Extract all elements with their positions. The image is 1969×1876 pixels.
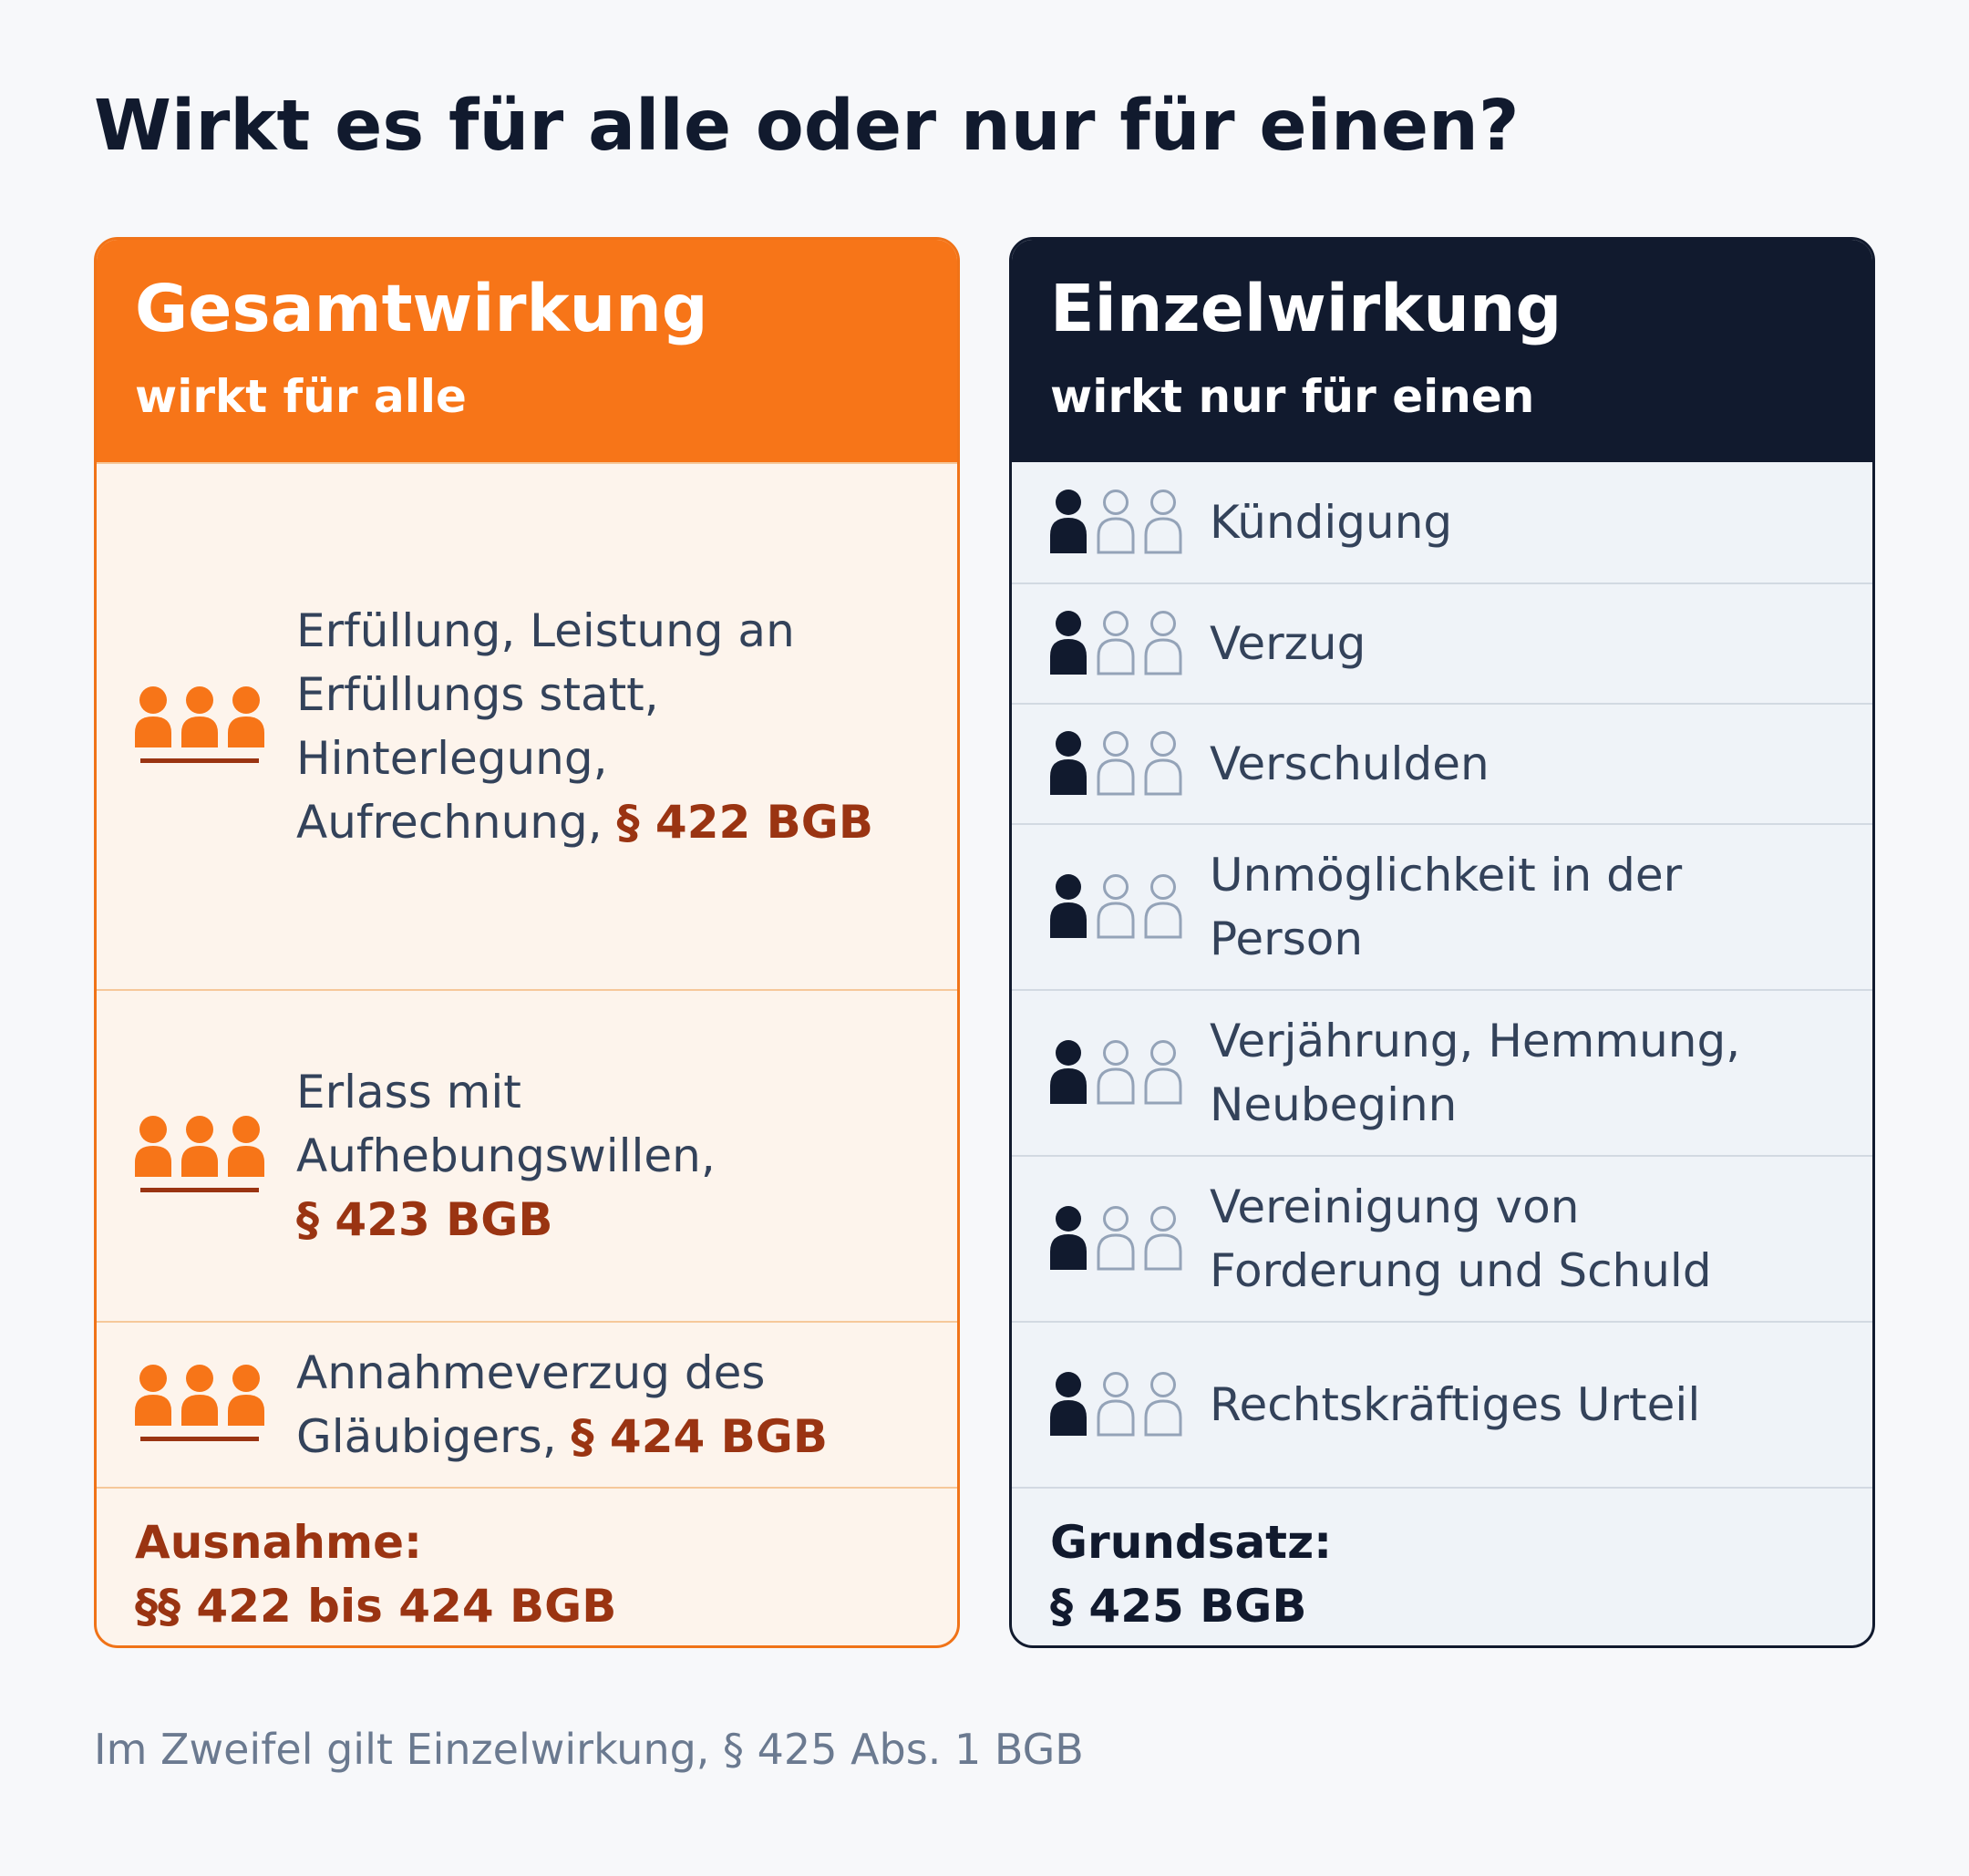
gesamt-item-423-text: Erlass mit Aufhebungswillen, § 423 BGB [296,1066,716,1246]
group-all-icon [135,1365,264,1441]
single-person-icon [1050,1372,1182,1437]
einzel-item-text: Unmöglichkeit in der Person [1210,849,1683,965]
einzelwirkung-subtitle: wirkt nur für einen [1050,370,1535,423]
einzel-item-verschulden: Verschulden [1012,703,1872,823]
footnote: Im Zweifel gilt Einzelwirkung, § 425 Abs… [94,1725,1084,1774]
single-person-icon [1050,874,1182,939]
einzel-item-verzug: Verzug [1012,582,1872,703]
einzel-item-unmoeglichkeit: Unmöglichkeit in der Person [1012,823,1872,989]
gesamt-item-422: Erfüllung, Leistung an Erfüllungs statt,… [97,462,957,989]
einzelwirkung-title: Einzelwirkung [1050,271,1562,346]
einzel-footer-label: Grundsatz: [1050,1516,1333,1569]
gesamt-footer-law: §§ 422 bis 424 BGB [135,1580,617,1633]
single-person-icon [1050,490,1182,554]
einzel-item-kuendigung: Kündigung [1012,462,1872,582]
einzel-item-text: Vereinigung von Forderung und Schuld [1210,1180,1712,1297]
gesamtwirkung-header: Gesamtwirkung wirkt für alle [97,240,957,462]
einzel-item-urteil: Rechtskräftiges Urteil [1012,1321,1872,1487]
gesamtwirkung-card: Gesamtwirkung wirkt für alle Erfüllung, … [94,237,960,1648]
gesamtwirkung-title: Gesamtwirkung [135,271,708,346]
group-all-icon [135,686,264,763]
gesamt-footer-label: Ausnahme: [135,1516,422,1569]
einzelwirkung-header: Einzelwirkung wirkt nur für einen [1012,240,1872,462]
gesamtwirkung-subtitle: wirkt für alle [135,370,467,423]
einzel-item-text: Verjährung, Hemmung, Neubeginn [1210,1015,1741,1131]
einzel-footer: Grundsatz: § 425 BGB [1012,1487,1872,1638]
single-person-icon [1050,731,1182,796]
law-reference: § 424 BGB [571,1410,828,1463]
gesamt-item-422-text: Erfüllung, Leistung an Erfüllungs statt,… [296,604,873,849]
law-reference: § 423 BGB [296,1193,553,1246]
gesamt-item-424: Annahmeverzug des Gläubigers, § 424 BGB [97,1321,957,1487]
gesamt-footer: Ausnahme: §§ 422 bis 424 BGB [97,1487,957,1638]
single-person-icon [1050,1040,1182,1105]
single-person-icon [1050,611,1182,675]
group-all-icon [135,1116,264,1192]
einzel-item-text: Rechtskräftiges Urteil [1210,1378,1701,1431]
einzel-item-text: Verzug [1210,617,1366,670]
einzel-item-verjaehrung: Verjährung, Hemmung, Neubeginn [1012,989,1872,1155]
gesamt-item-423: Erlass mit Aufhebungswillen, § 423 BGB [97,989,957,1321]
einzel-item-vereinigung: Vereinigung von Forderung und Schuld [1012,1155,1872,1321]
einzel-footer-law: § 425 BGB [1050,1580,1307,1633]
einzelwirkung-card: Einzelwirkung wirkt nur für einen Kündig… [1009,237,1875,1648]
einzel-item-text: Kündigung [1210,496,1453,549]
single-person-icon [1050,1206,1182,1271]
einzel-item-text: Verschulden [1210,737,1490,790]
page-title: Wirkt es für alle oder nur für einen? [94,86,1520,167]
law-reference: § 422 BGB [616,796,873,849]
gesamt-item-424-text: Annahmeverzug des Gläubigers, § 424 BGB [296,1346,828,1463]
